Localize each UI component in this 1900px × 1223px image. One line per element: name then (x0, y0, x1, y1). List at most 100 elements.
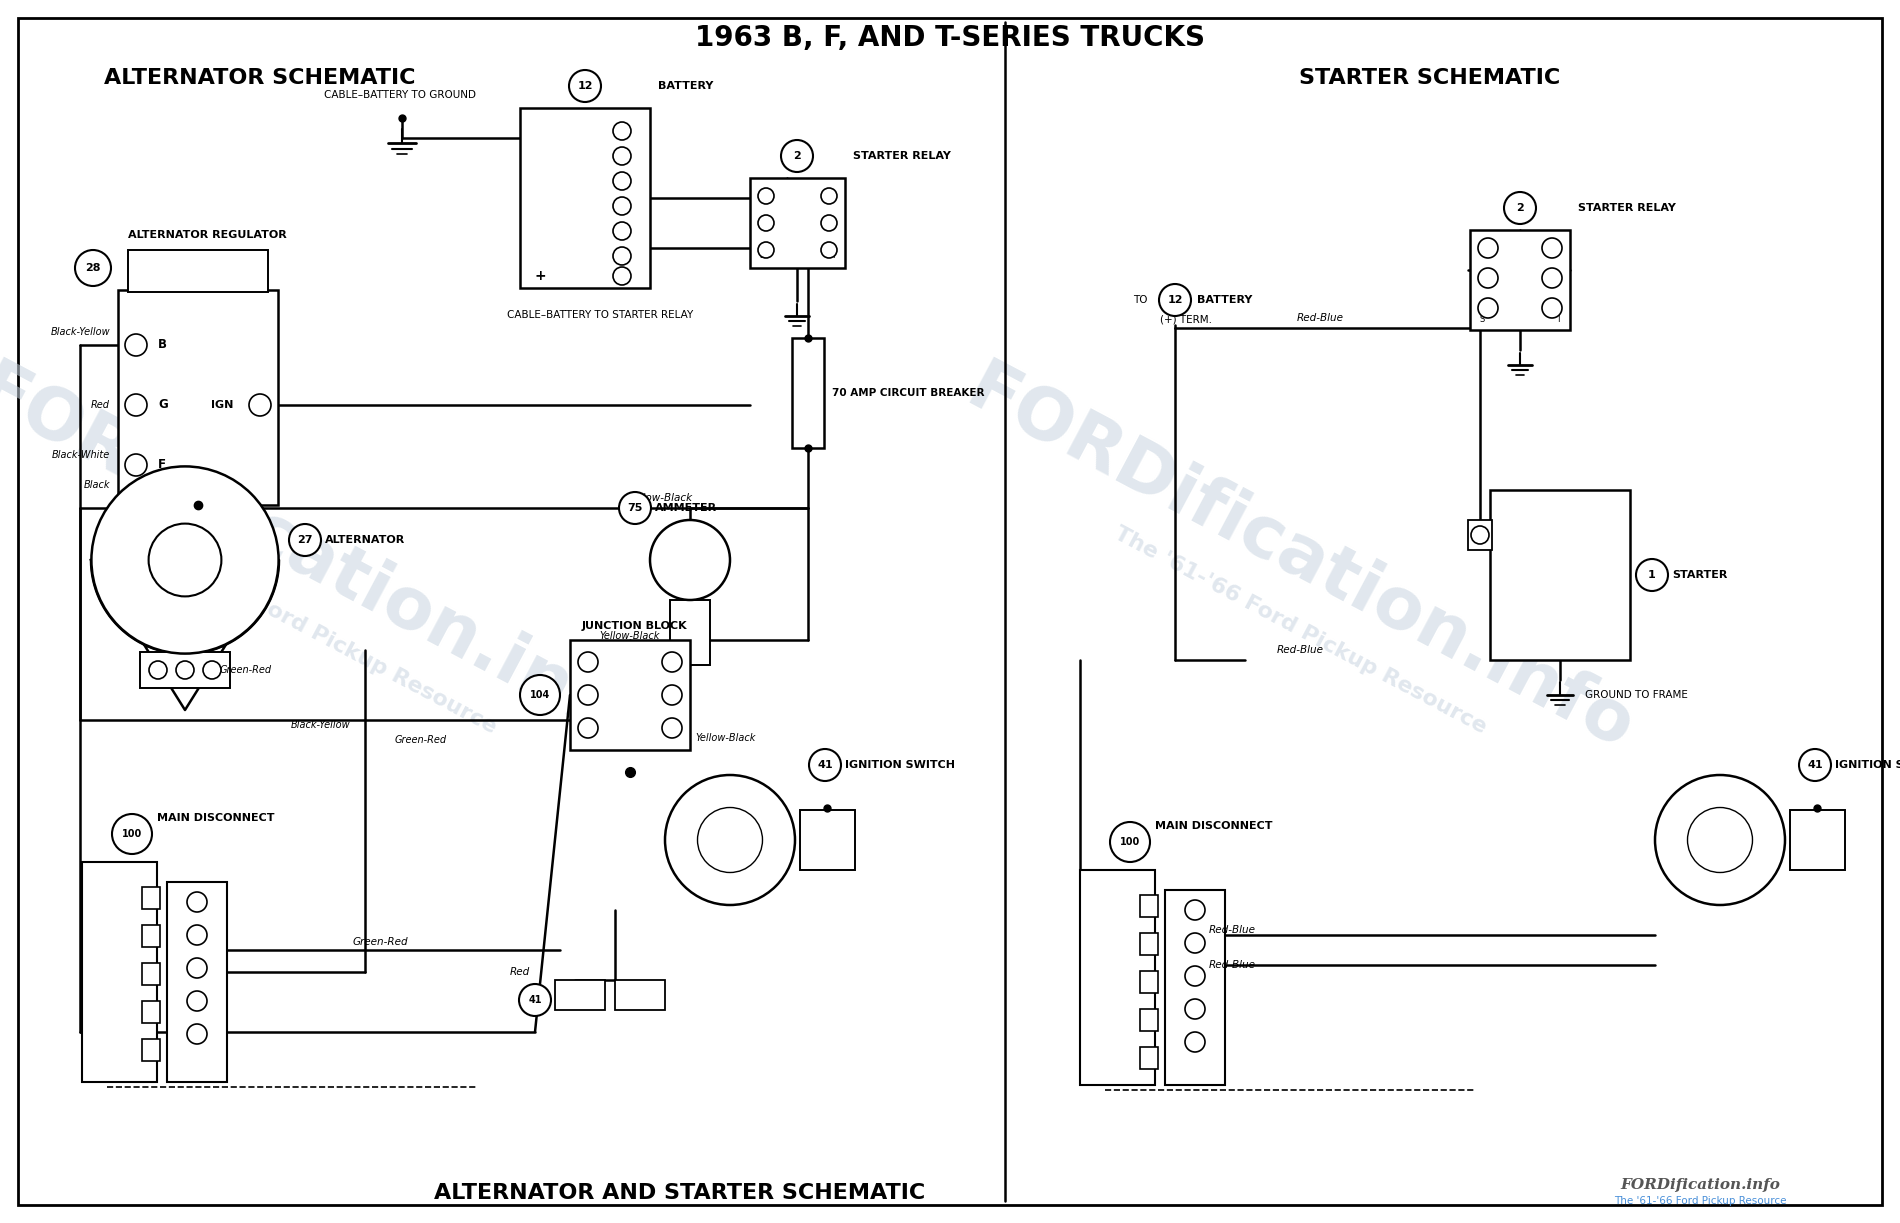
Circle shape (661, 718, 682, 737)
Text: Black-White: Black-White (51, 450, 110, 460)
Circle shape (1478, 268, 1497, 287)
Text: Red-Blue: Red-Blue (1277, 645, 1324, 656)
Bar (1140, 1009, 1157, 1031)
Text: ALTERNATOR REGULATOR: ALTERNATOR REGULATOR (127, 230, 287, 240)
Circle shape (1186, 966, 1205, 986)
Bar (674, 552, 705, 567)
Text: STARTER: STARTER (1672, 570, 1727, 580)
Circle shape (1543, 298, 1562, 318)
Text: ALTERNATOR: ALTERNATOR (325, 534, 405, 545)
Bar (127, 249, 268, 292)
Text: Yellow-Black: Yellow-Black (627, 493, 692, 503)
Circle shape (1478, 298, 1497, 318)
Text: IGNITION SWITCH: IGNITION SWITCH (846, 759, 956, 770)
Text: Green-Red: Green-Red (220, 665, 272, 675)
Text: 1: 1 (1647, 570, 1657, 580)
Circle shape (809, 748, 842, 781)
Text: IGN: IGN (211, 400, 234, 410)
Text: GROUND TO FRAME: GROUND TO FRAME (1585, 690, 1687, 700)
Bar (167, 882, 226, 1082)
Text: 41: 41 (528, 996, 542, 1005)
Text: 27: 27 (296, 534, 314, 545)
Bar (1140, 971, 1157, 993)
Text: S: S (1676, 812, 1683, 822)
Circle shape (289, 523, 321, 556)
Circle shape (619, 492, 652, 523)
Text: CABLE–BATTERY TO STARTER RELAY: CABLE–BATTERY TO STARTER RELAY (507, 309, 694, 320)
Text: +: + (534, 269, 545, 283)
Circle shape (1636, 559, 1668, 591)
Text: B: B (726, 882, 733, 892)
Text: FORDification.info: FORDification.info (0, 355, 656, 766)
Bar (142, 925, 160, 947)
Text: The '61-'66 Ford Pickup Resource: The '61-'66 Ford Pickup Resource (1110, 523, 1490, 737)
Text: 1963 B, F, AND T-SERIES TRUCKS: 1963 B, F, AND T-SERIES TRUCKS (695, 24, 1205, 53)
Text: CABLE–BATTERY TO GROUND: CABLE–BATTERY TO GROUND (325, 91, 477, 100)
Text: S: S (760, 252, 764, 260)
Text: 70 AMP CIRCUIT BREAKER: 70 AMP CIRCUIT BREAKER (832, 388, 984, 397)
Text: 75: 75 (627, 503, 642, 512)
Text: A: A (768, 812, 775, 822)
Text: TO: TO (1132, 295, 1148, 305)
Text: STARTER SCHEMATIC: STARTER SCHEMATIC (1300, 68, 1560, 88)
Text: Black-Yellow: Black-Yellow (51, 327, 110, 338)
Text: IGNITION SWITCH: IGNITION SWITCH (1835, 759, 1900, 770)
Circle shape (148, 523, 222, 597)
Circle shape (614, 197, 631, 215)
Circle shape (519, 985, 551, 1016)
Text: BATTERY: BATTERY (657, 81, 712, 91)
Circle shape (650, 520, 730, 600)
Text: 41: 41 (817, 759, 832, 770)
Text: S: S (686, 812, 694, 822)
Bar (1140, 1047, 1157, 1069)
Circle shape (614, 122, 631, 139)
Bar (555, 980, 604, 1010)
Circle shape (758, 188, 773, 204)
Bar (142, 887, 160, 909)
Circle shape (1478, 238, 1497, 258)
Circle shape (1110, 822, 1150, 862)
Circle shape (614, 247, 631, 265)
Text: 28: 28 (86, 263, 101, 273)
Text: C: C (1716, 788, 1723, 797)
Text: Red: Red (91, 400, 110, 410)
Bar (570, 640, 690, 750)
Bar (671, 600, 711, 665)
Text: A: A (526, 1005, 532, 1015)
Circle shape (614, 147, 631, 165)
Bar (521, 108, 650, 287)
Text: I: I (832, 252, 834, 260)
Bar (82, 862, 158, 1082)
Text: -: - (156, 665, 160, 675)
Bar (750, 179, 846, 268)
Circle shape (661, 685, 682, 704)
Circle shape (521, 675, 560, 715)
Text: Yellow-Black: Yellow-Black (600, 631, 659, 641)
Text: ALTERNATOR SCHEMATIC: ALTERNATOR SCHEMATIC (104, 68, 416, 88)
Bar (142, 963, 160, 985)
Text: MAIN DISCONNECT: MAIN DISCONNECT (1155, 821, 1273, 830)
Circle shape (578, 685, 598, 704)
Circle shape (614, 267, 631, 285)
Circle shape (1543, 238, 1562, 258)
Circle shape (758, 215, 773, 231)
Circle shape (125, 334, 146, 356)
Circle shape (1799, 748, 1832, 781)
Text: MAIN DISCONNECT: MAIN DISCONNECT (158, 813, 274, 823)
Circle shape (758, 242, 773, 258)
Text: 41: 41 (1807, 759, 1822, 770)
Text: 2: 2 (1516, 203, 1524, 213)
Circle shape (1186, 933, 1205, 953)
Text: FORDification.info: FORDification.info (956, 355, 1645, 766)
Circle shape (781, 139, 813, 172)
Circle shape (186, 925, 207, 945)
Circle shape (186, 991, 207, 1011)
Text: G: G (158, 399, 167, 411)
Bar (118, 290, 277, 505)
Circle shape (1186, 999, 1205, 1019)
Circle shape (1471, 526, 1490, 544)
Circle shape (1505, 192, 1535, 224)
Text: 100: 100 (122, 829, 142, 839)
Circle shape (74, 249, 110, 286)
Circle shape (203, 660, 220, 679)
